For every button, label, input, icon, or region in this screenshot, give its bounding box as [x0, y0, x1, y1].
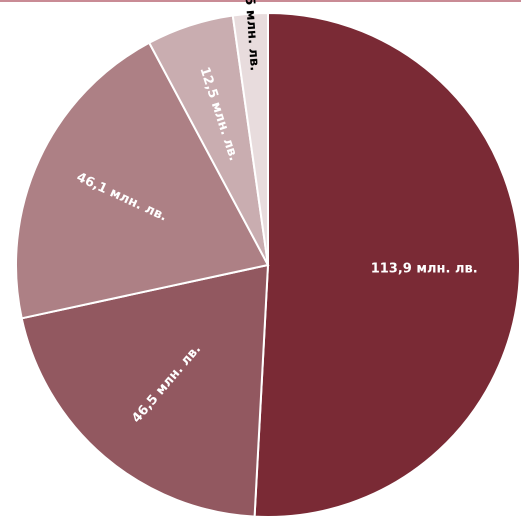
- pie-slice-1: [253, 11, 521, 518]
- top-rule: [0, 0, 521, 2]
- pie-slice-3: [15, 41, 270, 320]
- pie-slices: [15, 11, 521, 518]
- pie-slice-2: [20, 263, 270, 518]
- pie-slice-5: [231, 11, 269, 266]
- pie-slice-label-1: 113,9 млн. лв.: [371, 262, 478, 277]
- pie-slice-label-5: 5 млн. лв.: [242, 0, 262, 72]
